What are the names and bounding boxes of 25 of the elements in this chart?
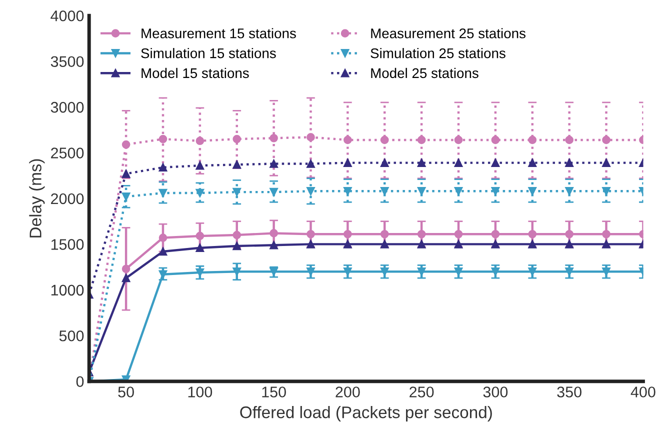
x-axis-title: Offered load (Packets per second) (240, 406, 492, 422)
x-tick-label: 150 (262, 386, 286, 398)
y-tick-label: 0 (76, 376, 84, 388)
x-tick-label: 200 (336, 386, 360, 398)
y-tick-label: 3000 (50, 102, 84, 113)
x-tick-label: 50 (118, 386, 134, 398)
y-tick-label: 3500 (50, 56, 84, 68)
y-tick-label: 1000 (51, 284, 84, 296)
y-tick-label: 1500 (51, 239, 84, 250)
y-tick-label: 2000 (51, 193, 84, 204)
legend-label: Measurement 15 stations (142, 28, 296, 38)
x-tick-label: 350 (557, 386, 582, 398)
legend-label: Simulation 15 stations (141, 48, 276, 58)
y-tick-label: 500 (59, 330, 84, 342)
y-tick-label: 2500 (51, 148, 84, 158)
x-tick-label: 100 (188, 386, 212, 398)
legend-label: Measurement 25 stations (371, 28, 526, 38)
legend-label: Simulation 25 stations (370, 48, 506, 58)
y-axis-title: Delay (ms) (29, 159, 45, 238)
x-tick-label: 400 (630, 386, 656, 398)
legend-label: Model 15 stations (142, 68, 249, 78)
x-tick-label: 300 (483, 386, 508, 398)
x-tick-label: 250 (410, 386, 434, 398)
y-tick-label: 4000 (50, 10, 84, 22)
legend-label: Model 25 stations (371, 68, 478, 78)
